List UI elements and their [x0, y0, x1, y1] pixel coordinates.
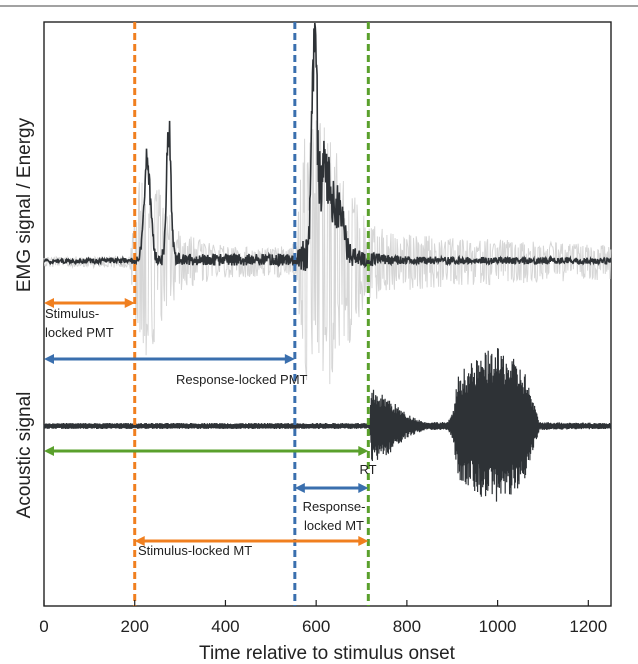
x-tick-label: 1200	[569, 617, 607, 636]
arrow-stimulus-locked-mt	[134, 536, 369, 546]
arrow-rt-head-right	[358, 446, 369, 456]
interval-arrows: Stimulus-locked PMT Response-locked PMT RT…	[44, 298, 377, 558]
arrow-stimulus-locked-mt-head-left	[134, 536, 145, 546]
emg-raw-trace	[43, 120, 612, 385]
x-axis-label: Time relative to stimulus onset	[199, 643, 456, 664]
arrow-stimulus-locked-pmt	[44, 298, 135, 308]
label-response-locked-pmt: Response-locked PMT	[176, 372, 308, 387]
x-tick-label: 0	[39, 617, 48, 636]
arrow-response-locked-pmt-head-right	[284, 354, 295, 364]
x-tick-label: 200	[121, 617, 149, 636]
acoustic-trace	[43, 348, 612, 502]
label-rt: RT	[359, 462, 376, 477]
label-stimulus-locked-mt: Stimulus-locked MT	[138, 543, 252, 558]
label-stimulus-locked-pmt: Stimulus-locked PMT	[45, 306, 114, 340]
plot-frame	[43, 21, 612, 607]
x-tick-label: 1000	[479, 617, 517, 636]
x-tick-label: 800	[393, 617, 421, 636]
arrow-response-locked-pmt	[44, 354, 295, 364]
arrow-rt-head-left	[44, 446, 54, 456]
arrow-stimulus-locked-mt-head-right	[358, 536, 369, 546]
arrow-response-locked-mt-head-right	[358, 483, 369, 493]
x-tick-label: 600	[302, 617, 330, 636]
y-axis-label-acoustic: Acoustic signal	[14, 392, 35, 519]
y-axis-label-emg: EMG signal / Energy	[14, 117, 35, 292]
arrow-response-locked-pmt-head-left	[44, 354, 54, 364]
label-response-locked-mt: Response-locked MT	[303, 499, 366, 533]
signal-traces	[43, 22, 612, 502]
arrow-rt	[44, 446, 369, 456]
arrow-stimulus-locked-pmt-head-left	[44, 298, 54, 308]
onset-markers	[133, 22, 370, 606]
arrow-response-locked-mt-head-left	[294, 483, 305, 493]
x-axis-ticks: 0 200 400 600 800 1000 1200	[39, 600, 607, 636]
arrow-response-locked-mt	[294, 483, 369, 493]
x-tick-label: 400	[211, 617, 239, 636]
emg-energy-trace	[43, 22, 612, 271]
arrow-stimulus-locked-pmt-head-right	[124, 298, 135, 308]
